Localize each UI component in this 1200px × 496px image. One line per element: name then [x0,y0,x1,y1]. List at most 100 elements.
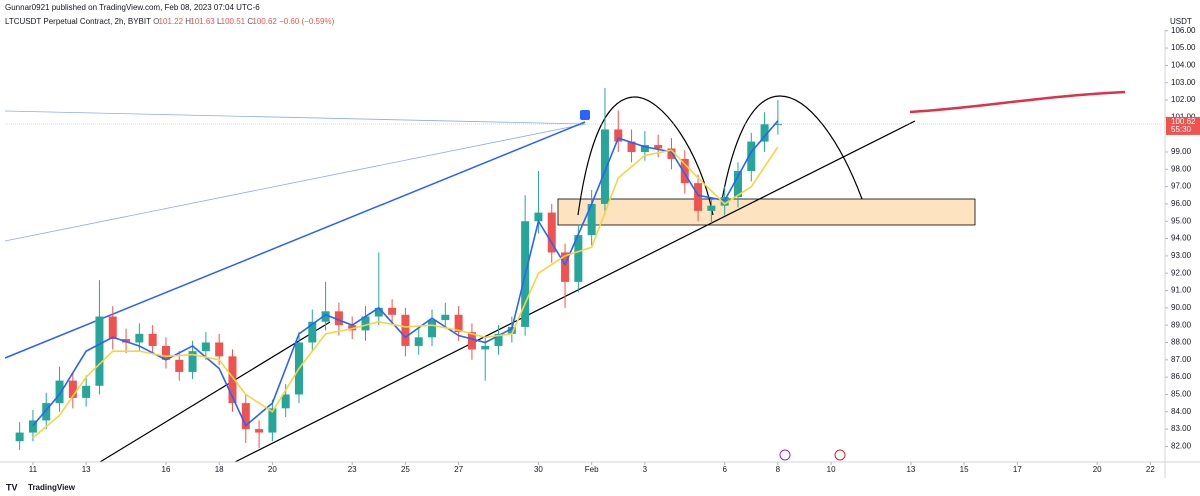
candle-body [188,351,197,372]
candle-body [68,380,77,398]
x-tick-label: 20 [268,465,277,474]
candle-body [707,205,716,211]
candle-body [108,316,117,340]
candle-body [401,314,410,346]
candle-body [561,252,570,282]
x-tick-label: 3 [643,465,648,474]
x-tick-label: 11 [29,465,38,474]
candle-body [640,145,649,152]
x-tick-label: 18 [215,465,224,474]
candle-body [241,403,250,430]
y-tick-label: 94.00 [1171,234,1192,243]
x-tick-label: 13 [82,465,91,474]
candle-body [281,394,290,409]
y-tick-label: 83.00 [1171,424,1192,433]
candle-body [454,314,463,333]
candle-body [494,333,503,346]
header: Gunnar0921 published on TradingView.com,… [5,3,260,12]
x-tick-label: 16 [162,465,171,474]
y-tick-label: 103.00 [1171,78,1196,87]
candle-body [161,345,170,360]
x-tick-label: 10 [827,465,836,474]
y-tick-label: 97.00 [1171,182,1192,191]
y-tick-label: 90.00 [1171,303,1192,312]
y-tick-label: 98.00 [1171,164,1192,173]
event-icon [779,449,791,461]
candle-body [720,197,729,206]
candle-body [268,408,277,433]
footer: TradingView [28,483,76,492]
y-tick-label: 104.00 [1171,60,1196,69]
candle-body [614,129,623,142]
candle-body [201,342,210,352]
channel-line [99,321,331,463]
candle-body [95,316,104,386]
y-tick-label: 85.00 [1171,390,1192,399]
event-icon [834,449,846,461]
y-tick-label: 91.00 [1171,286,1192,295]
candle-body [694,183,703,211]
y-tick-label: 89.00 [1171,320,1192,329]
x-tick-label: 8 [776,465,781,474]
y-tick-label: 92.00 [1171,268,1192,277]
candle-body [667,148,676,159]
y-tick-label: 96.00 [1171,199,1192,208]
projection [909,90,1126,114]
candle-body [82,385,91,398]
logo: TV [6,482,18,492]
candle-body [55,380,64,404]
x-tick-label: 30 [534,465,543,474]
fan-line [4,123,586,242]
y-tick-label: 86.00 [1171,372,1192,381]
candle-body [441,314,450,320]
y-tick-label: 95.00 [1171,216,1192,225]
candle-body [534,212,543,222]
change: −0.60 (−0.59%) [279,17,335,26]
moving-average [32,120,779,427]
ohlc-value: 101.22 [158,17,184,26]
y-tick-label: 102.00 [1171,95,1196,104]
candle-body [308,321,317,343]
marker [580,110,590,120]
candle-body [334,311,343,326]
y-tick-label: 82.00 [1171,442,1192,451]
symbol-line: LTCUSDT Perpetual Contract, 2h, BYBIT O … [5,17,334,26]
y-tick-label: 88.00 [1171,338,1192,347]
candle-body [388,307,397,315]
candle-body [374,307,383,317]
y-tick-label: 93.00 [1171,251,1192,260]
x-tick-label: Feb [585,465,599,474]
ohlc-value: 100.62 [252,17,277,26]
y-tick-label: 99.00 [1171,147,1192,156]
y-tick-label: 87.00 [1171,355,1192,364]
candle-body [467,332,476,350]
candle-body [680,158,689,184]
fan-line [4,110,586,125]
candle-body [122,339,131,343]
candle-body [42,403,51,421]
x-tick-label: 27 [454,465,463,474]
arc [721,95,863,201]
y-tick-label: 84.00 [1171,407,1192,416]
candle-body [15,432,24,442]
candle-body [547,212,556,253]
countdown: 55:30 [1171,125,1192,134]
candle-body [760,124,769,142]
candle-body [255,429,264,433]
candle-body [321,311,330,322]
candle-body [215,342,224,357]
support-zone [557,198,976,226]
trend-line [4,121,586,359]
x-tick-label: 23 [348,465,357,474]
symbol: LTCUSDT Perpetual Contract, 2h, BYBIT [5,17,151,26]
x-tick-label: 20 [1093,465,1102,474]
candle-body [773,123,782,125]
candle-body [507,326,516,334]
price-label: 100.62 [1171,117,1196,126]
candle-body [654,145,663,149]
trend-line [234,120,916,463]
candle-body [414,337,423,346]
candle-body [135,333,144,343]
x-tick-label: 17 [1013,465,1022,474]
candle-body [428,319,437,338]
